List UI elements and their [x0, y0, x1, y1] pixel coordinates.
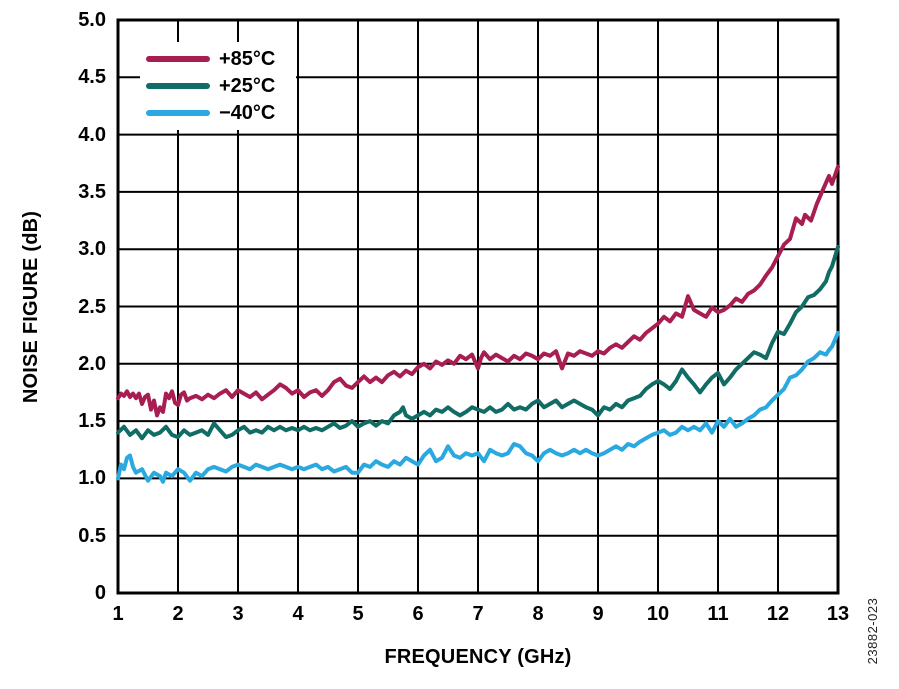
x-tick-label: 9 — [592, 603, 604, 625]
x-tick-label: 10 — [646, 603, 670, 625]
y-tick-label: 1.0 — [78, 467, 106, 490]
x-tick-label: 5 — [352, 603, 364, 625]
x-tick-label: 6 — [412, 603, 424, 625]
legend-item-25c: +25°C — [146, 75, 296, 98]
x-tick-label: 13 — [826, 603, 850, 625]
legend-label: +25°C — [219, 74, 276, 97]
legend-label: +85°C — [219, 47, 276, 70]
legend-item-85c: +85°C — [146, 48, 296, 71]
y-tick-label: 0.5 — [78, 524, 106, 547]
y-tick-label: 2.5 — [78, 295, 106, 318]
legend-line-icon — [146, 56, 210, 62]
series-line-0 — [116, 164, 840, 418]
x-tick-label: 11 — [707, 603, 729, 625]
series-line-1 — [116, 244, 840, 441]
y-tick-label: 5.0 — [78, 9, 106, 31]
figure-number: 23882-023 — [865, 597, 880, 665]
y-tick-label: 4.0 — [78, 123, 106, 146]
y-tick-label: 3.0 — [78, 238, 106, 261]
legend-item-neg40c: −40°C — [146, 102, 296, 125]
x-tick-label: 1 — [112, 603, 124, 625]
y-tick-label: 1.5 — [78, 410, 106, 433]
y-tick-label: 0 — [94, 582, 106, 604]
x-tick-label: 2 — [172, 603, 184, 625]
legend-line-icon — [146, 83, 210, 89]
legend: +85°C +25°C −40°C — [140, 42, 296, 130]
x-tick-label: 4 — [292, 603, 304, 625]
plot-frame — [116, 18, 840, 595]
y-tick-label: 2.0 — [78, 352, 106, 375]
y-tick-label: 3.5 — [78, 180, 106, 203]
y-tick-label: 4.5 — [78, 66, 106, 89]
series-line-2 — [116, 330, 840, 484]
legend-line-icon — [146, 110, 210, 116]
x-tick-label: 3 — [232, 603, 244, 625]
x-axis-title: FREQUENCY (GHz) — [384, 646, 572, 668]
x-tick-label: 12 — [766, 603, 790, 625]
x-tick-label: 8 — [532, 603, 544, 625]
y-axis-title: NOISE FIGURE (dB) — [20, 210, 42, 404]
legend-label: −40°C — [219, 101, 276, 124]
x-tick-label: 7 — [472, 603, 484, 625]
